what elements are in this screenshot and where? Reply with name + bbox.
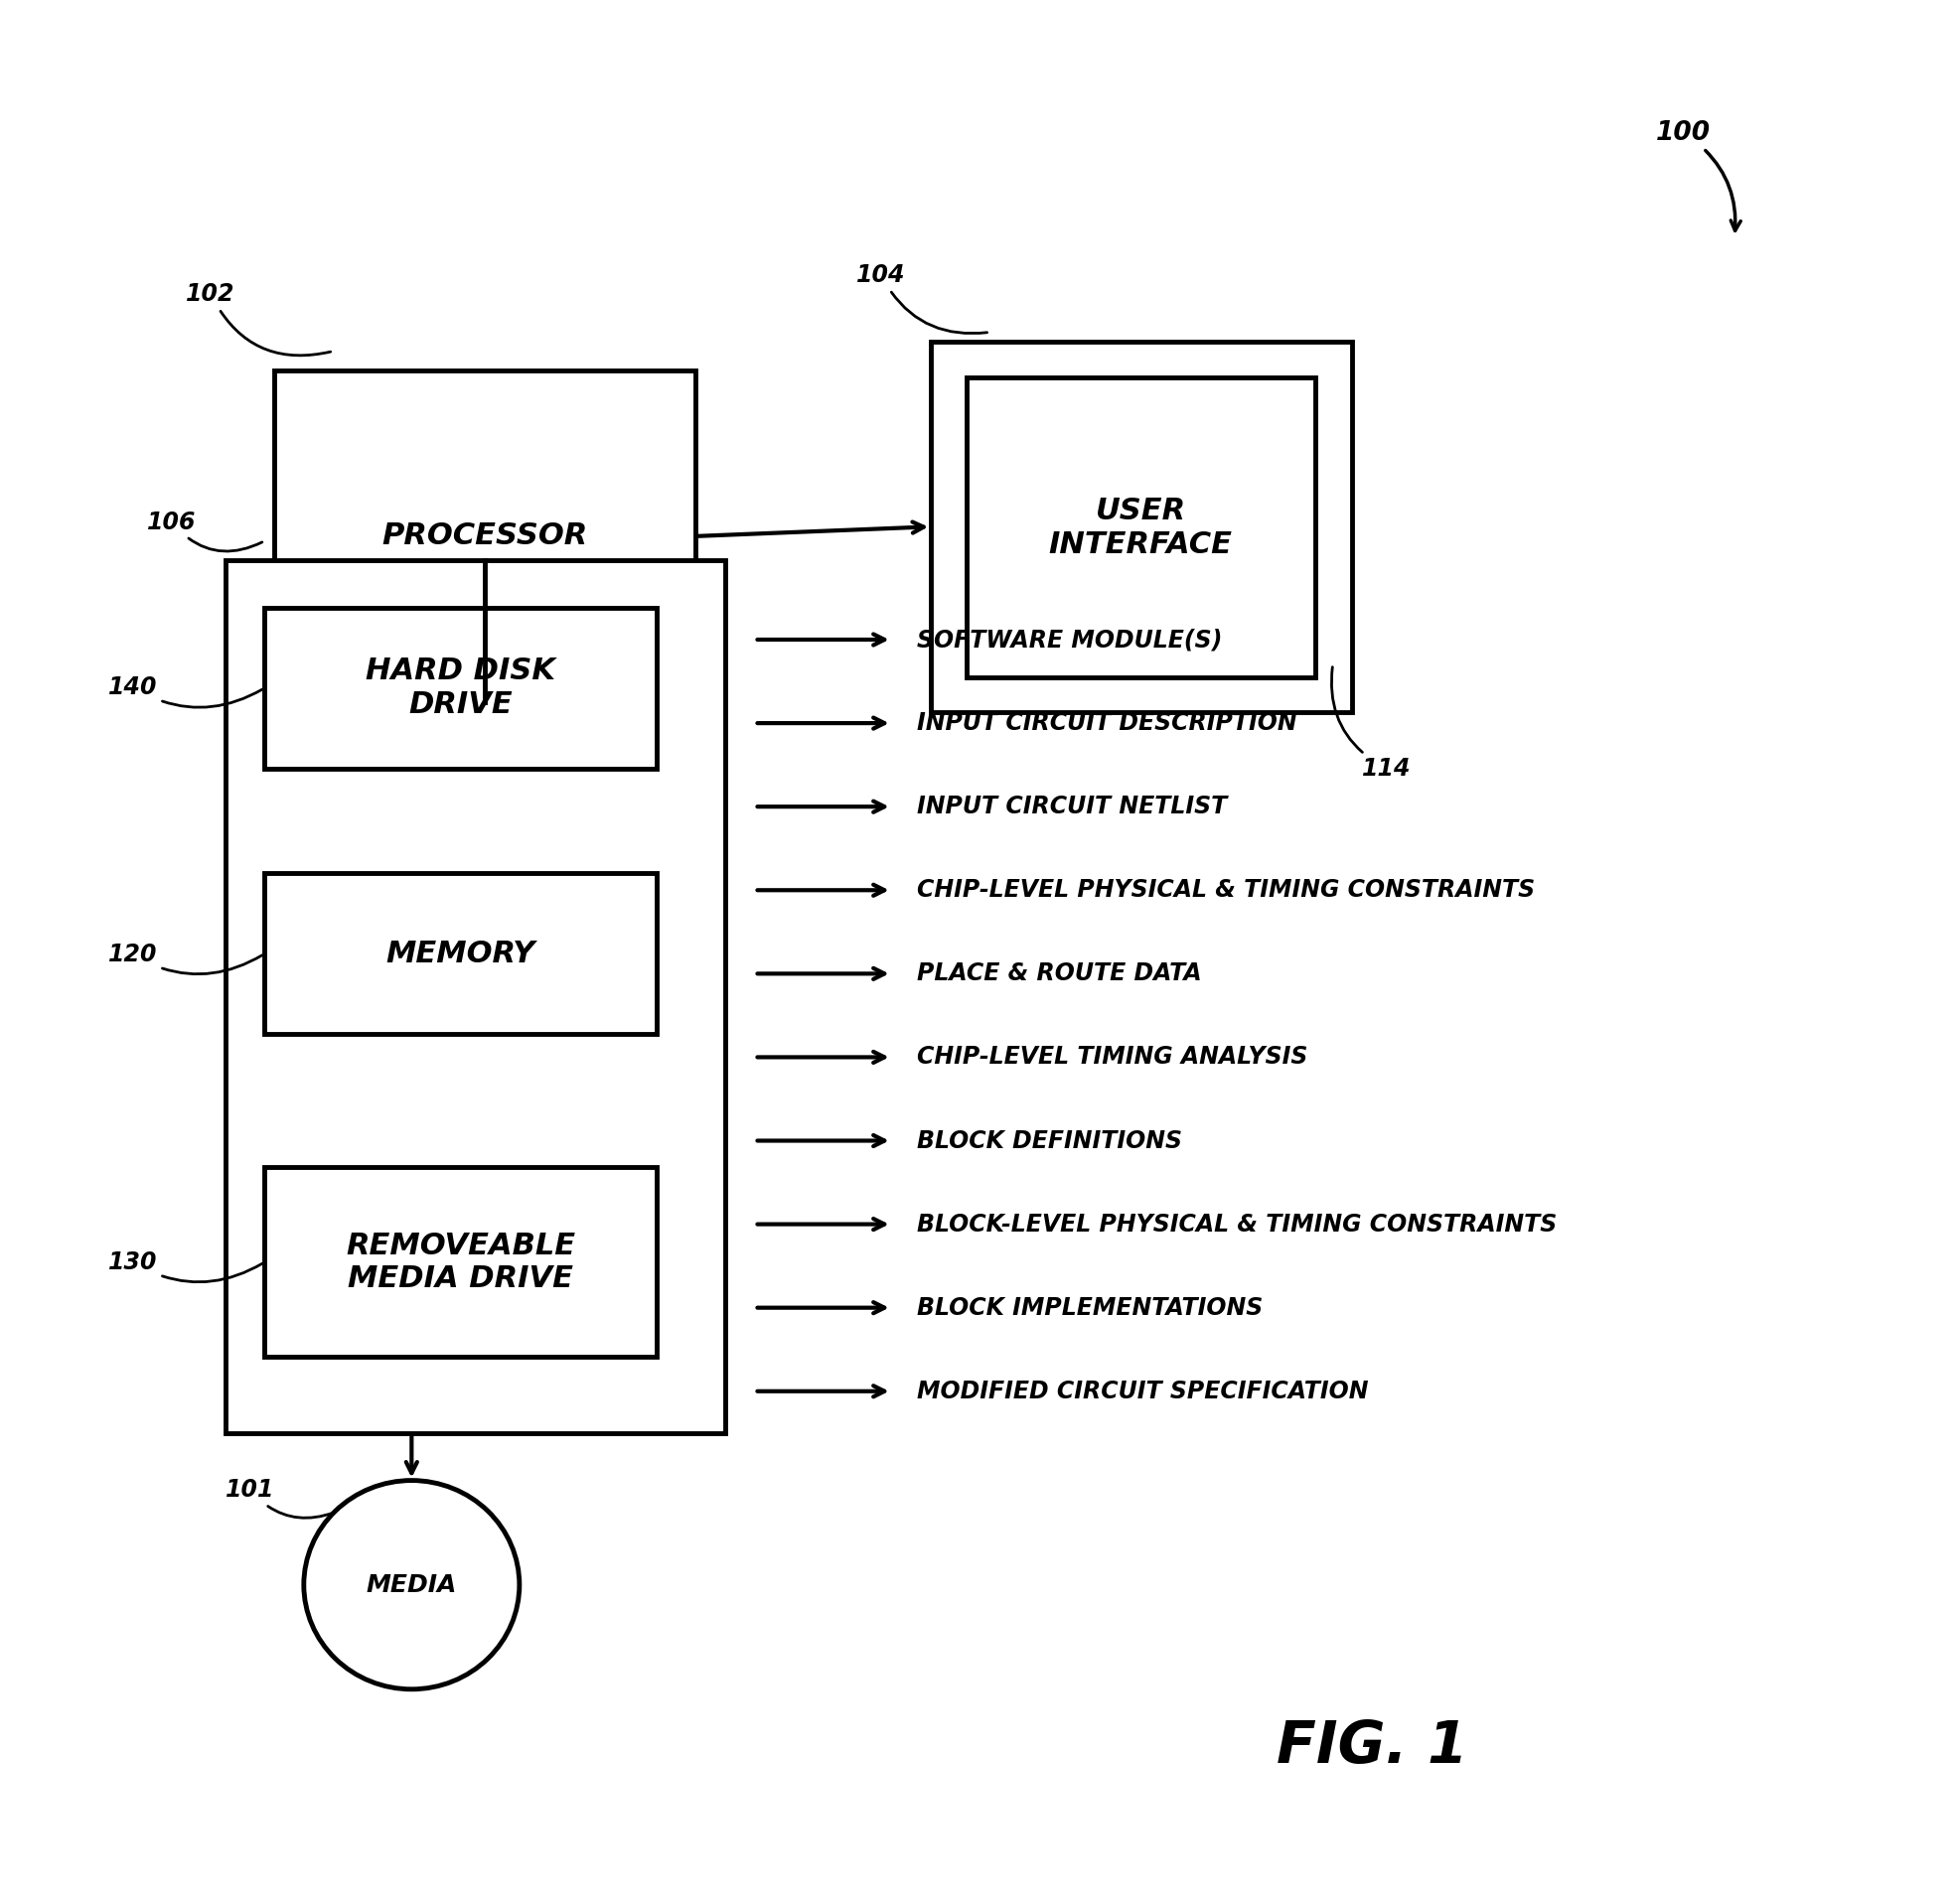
Text: 100: 100 [1656, 120, 1740, 232]
Text: 114: 114 [1331, 666, 1411, 780]
Text: INPUT CIRCUIT DESCRIPTION: INPUT CIRCUIT DESCRIPTION [917, 712, 1298, 735]
Text: USER
INTERFACE: USER INTERFACE [1049, 497, 1233, 558]
Text: 104: 104 [857, 264, 988, 334]
Text: PLACE & ROUTE DATA: PLACE & ROUTE DATA [917, 962, 1201, 985]
Text: 140: 140 [108, 676, 263, 708]
Text: MEMORY: MEMORY [386, 940, 535, 968]
Text: 120: 120 [108, 943, 263, 974]
Text: 130: 130 [108, 1251, 263, 1281]
Text: FIG. 1: FIG. 1 [1276, 1718, 1468, 1775]
Text: 106: 106 [147, 511, 263, 550]
Text: SOFTWARE MODULE(S): SOFTWARE MODULE(S) [917, 628, 1223, 651]
FancyBboxPatch shape [274, 370, 696, 702]
Circle shape [304, 1480, 519, 1689]
Text: MODIFIED CIRCUIT SPECIFICATION: MODIFIED CIRCUIT SPECIFICATION [917, 1380, 1368, 1403]
Text: 102: 102 [186, 283, 331, 355]
FancyBboxPatch shape [265, 873, 657, 1034]
Text: PROCESSOR: PROCESSOR [382, 522, 588, 550]
Text: BLOCK DEFINITIONS: BLOCK DEFINITIONS [917, 1129, 1182, 1152]
Text: CHIP-LEVEL PHYSICAL & TIMING CONSTRAINTS: CHIP-LEVEL PHYSICAL & TIMING CONSTRAINTS [917, 879, 1535, 902]
Text: BLOCK-LEVEL PHYSICAL & TIMING CONSTRAINTS: BLOCK-LEVEL PHYSICAL & TIMING CONSTRAINT… [917, 1213, 1558, 1236]
FancyBboxPatch shape [931, 342, 1352, 712]
Text: BLOCK IMPLEMENTATIONS: BLOCK IMPLEMENTATIONS [917, 1296, 1264, 1319]
Text: 101: 101 [225, 1479, 333, 1518]
FancyBboxPatch shape [265, 1167, 657, 1357]
FancyBboxPatch shape [225, 560, 725, 1433]
Text: CHIP-LEVEL TIMING ANALYSIS: CHIP-LEVEL TIMING ANALYSIS [917, 1046, 1307, 1069]
FancyBboxPatch shape [265, 607, 657, 769]
FancyBboxPatch shape [966, 378, 1315, 678]
Text: INPUT CIRCUIT NETLIST: INPUT CIRCUIT NETLIST [917, 795, 1227, 818]
Text: REMOVEABLE
MEDIA DRIVE: REMOVEABLE MEDIA DRIVE [345, 1232, 576, 1293]
Text: MEDIA: MEDIA [367, 1573, 457, 1596]
Text: HARD DISK
DRIVE: HARD DISK DRIVE [367, 657, 555, 719]
